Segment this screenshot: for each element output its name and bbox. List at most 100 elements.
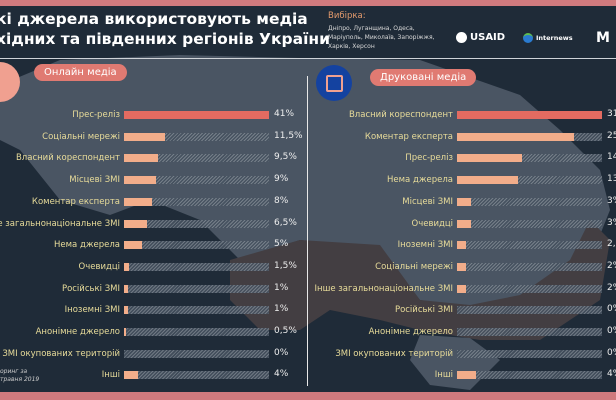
bar-track — [457, 262, 602, 271]
category-label: Нема джерела — [54, 240, 120, 251]
column-divider — [307, 76, 308, 386]
internews-logo: Internews — [523, 33, 573, 43]
value-label: 0% — [274, 347, 289, 358]
category-label: Інше загальнонаціональне ЗМІ — [314, 283, 453, 294]
bar — [124, 176, 156, 185]
bar-track — [124, 328, 269, 336]
usaid-seal-icon — [456, 32, 467, 43]
value-label: 8% — [274, 195, 289, 206]
value-label: 6,5% — [274, 217, 297, 228]
bar-track — [457, 154, 602, 163]
value-label: 4% — [607, 369, 616, 380]
bottom-strip — [0, 392, 616, 400]
bar-track — [124, 197, 269, 206]
newspaper-icon — [316, 65, 352, 101]
bar — [457, 111, 602, 119]
value-label: 2% — [607, 282, 616, 293]
category-label: Іноземні ЗМІ — [64, 305, 120, 316]
bar — [457, 132, 574, 141]
bar-track — [457, 284, 602, 293]
value-label: 9% — [274, 174, 289, 185]
value-label: 5% — [274, 239, 289, 250]
online-media-label: Онлайн медіа — [34, 64, 127, 81]
bar-track — [457, 349, 602, 358]
monitor-icon — [0, 62, 20, 102]
bar — [457, 154, 523, 163]
category-label: Соціальні мережі — [375, 261, 453, 272]
bar-track — [457, 219, 602, 228]
title-line-2: хідних та південних регіонів України — [0, 30, 330, 48]
bar — [124, 132, 165, 141]
value-label: 25 — [607, 130, 616, 141]
category-label: Власний кореспондент — [348, 110, 453, 120]
value-label: 1,5% — [274, 260, 297, 271]
category-label: Очевидці — [411, 218, 454, 229]
bar-track — [124, 219, 269, 228]
bar — [124, 219, 147, 228]
bar-track — [457, 176, 602, 185]
print-media-label: Друковані медіа — [370, 69, 477, 86]
bar — [124, 154, 158, 163]
internews-text: Internews — [536, 34, 573, 42]
bar — [124, 371, 139, 380]
category-label: Місцеві ЗМІ — [402, 196, 453, 207]
category-label: Місцеві ЗМІ — [69, 175, 120, 186]
bar — [457, 241, 467, 250]
category-label: ЗМІ окупованих територій — [335, 348, 453, 359]
top-strip — [0, 0, 616, 6]
category-label: Іноземні ЗМІ — [397, 240, 453, 251]
value-label: 9,5% — [274, 152, 297, 163]
bar — [457, 219, 472, 228]
value-label: 1% — [274, 304, 289, 315]
value-label: 3% — [607, 195, 616, 206]
bar — [457, 176, 518, 185]
category-label: Нема джерела — [387, 175, 453, 186]
value-label: 11,5% — [274, 130, 303, 141]
bar — [124, 306, 128, 315]
bar-track — [124, 154, 269, 163]
bar-track — [457, 328, 602, 336]
bar-track — [124, 349, 269, 358]
bar-track — [457, 197, 602, 206]
value-label: 41% — [274, 109, 295, 119]
category-label: Власний кореспондент — [15, 153, 120, 164]
value-label: 3% — [607, 217, 616, 228]
bar — [124, 284, 128, 293]
category-label: Інші — [101, 370, 120, 381]
bar — [457, 371, 476, 380]
bar-track — [124, 306, 269, 315]
bar-track — [457, 241, 602, 250]
bar — [457, 284, 467, 293]
bar — [457, 262, 467, 271]
title-line-1: кі джерела використовують медіа — [0, 10, 308, 28]
value-label: 0,5% — [274, 326, 297, 336]
sample-text: Дніпро, Луганщина, Одеса, Маріуполь, Мик… — [328, 25, 435, 50]
header-divider — [0, 58, 616, 59]
category-label: Анонімне джерело — [368, 327, 453, 337]
category-label: Інші — [434, 370, 453, 381]
sample-heading: Вибірка: — [328, 11, 366, 21]
bar-track — [124, 262, 269, 271]
bar-track — [124, 132, 269, 141]
category-label: Інше загальнонаціональне ЗМІ — [0, 218, 120, 229]
value-label: 4% — [274, 369, 289, 380]
category-label: Російські ЗМІ — [394, 305, 453, 316]
bar-track — [457, 306, 602, 315]
footer-line-2: травня 2019 — [0, 376, 40, 383]
value-label: 0% — [607, 347, 616, 358]
category-label: ЗМІ окупованих територій — [2, 348, 120, 359]
value-label: 2% — [607, 260, 616, 271]
category-label: Соціальні мережі — [42, 131, 120, 142]
imi-logo-icon: M — [596, 30, 610, 46]
internews-icon — [523, 33, 533, 43]
value-label: 2, — [607, 239, 616, 250]
usaid-logo: USAID — [456, 32, 505, 43]
category-label: Очевидці — [78, 261, 121, 272]
usaid-text: USAID — [470, 32, 506, 43]
page-title: кі джерела використовують медіа хідних та… — [0, 9, 330, 49]
bar-track — [124, 371, 269, 380]
bar-track — [457, 371, 602, 380]
bar — [124, 328, 126, 336]
bar-track — [124, 176, 269, 185]
bar — [124, 241, 142, 250]
